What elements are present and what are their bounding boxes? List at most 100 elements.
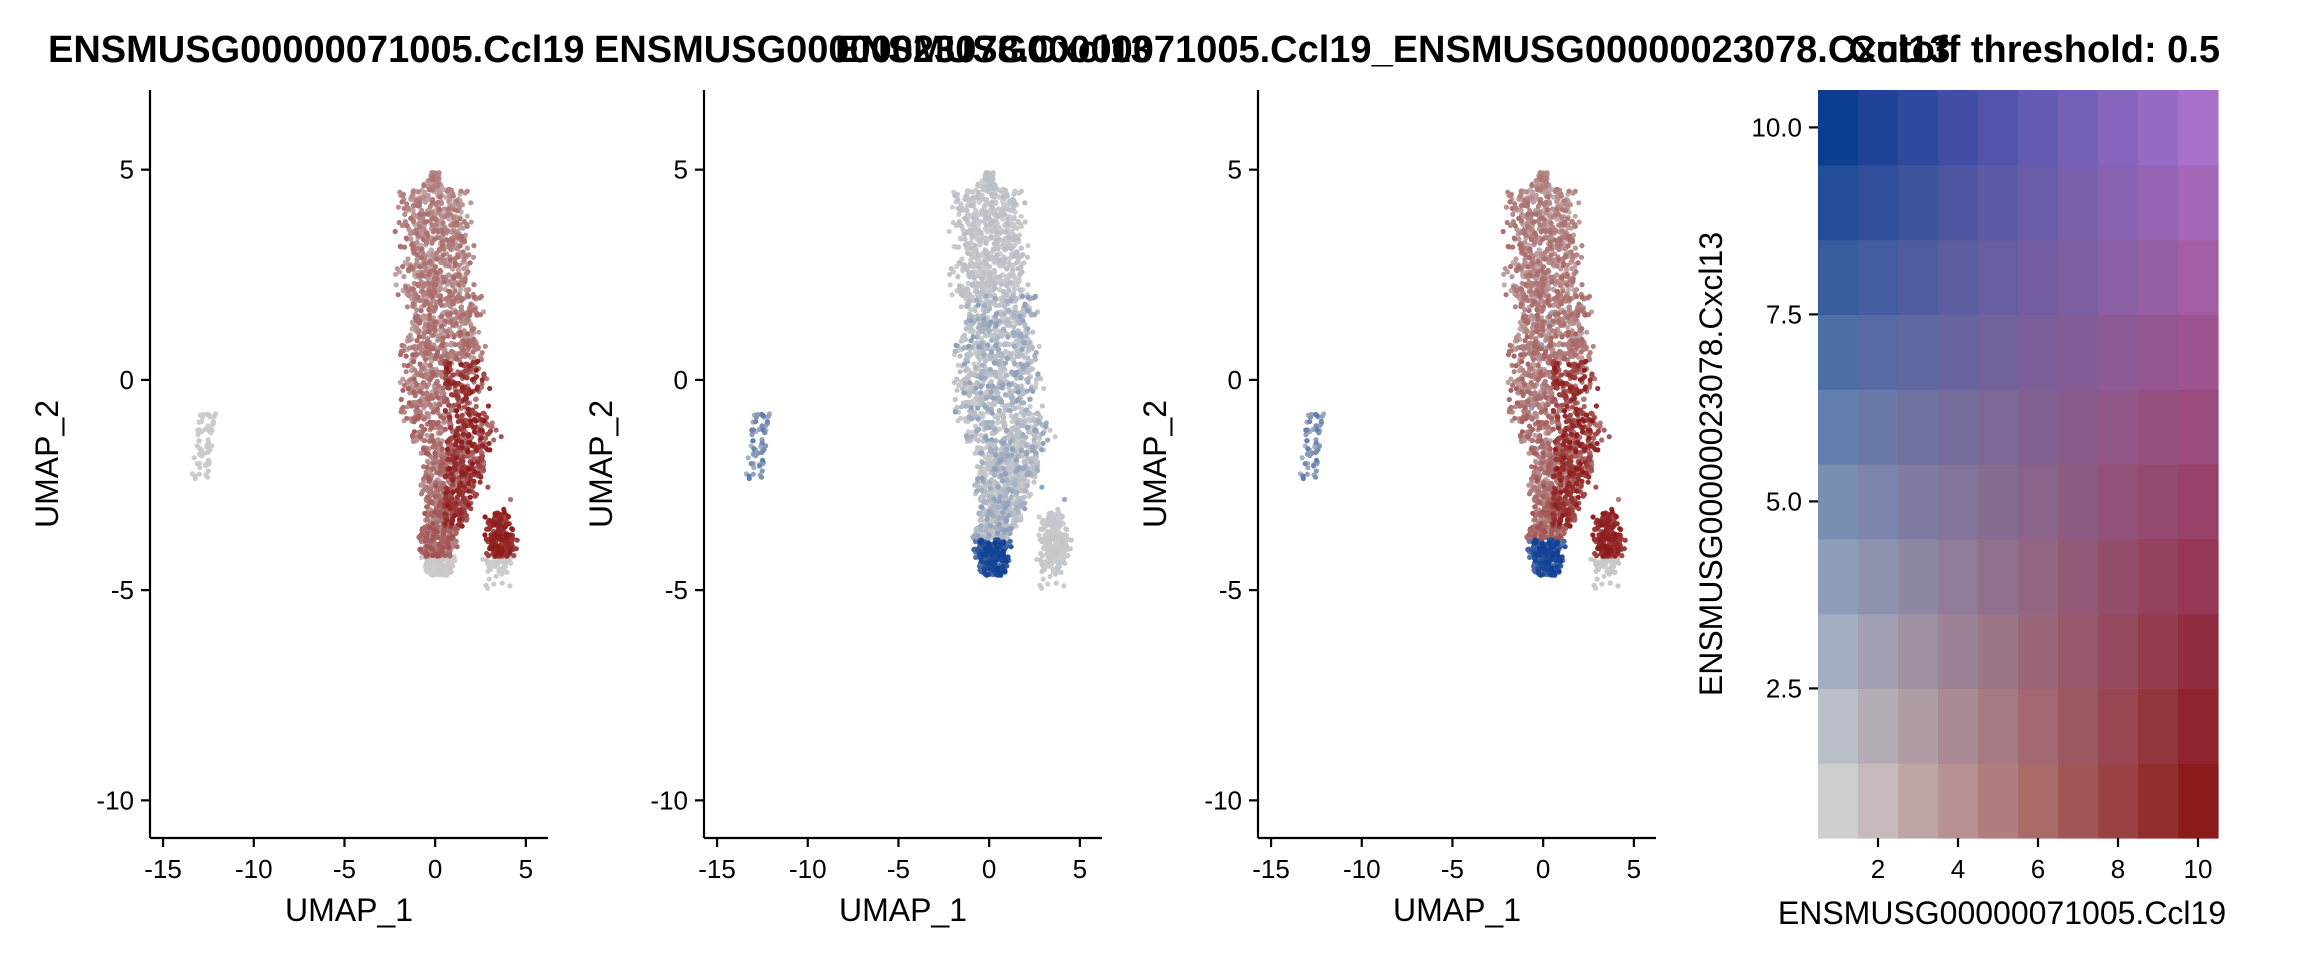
cell-point	[437, 402, 443, 408]
cell-point	[403, 353, 409, 359]
cell-point	[468, 301, 474, 307]
cell-point	[450, 242, 456, 248]
cell-point	[407, 265, 413, 271]
cell-point	[993, 211, 1000, 217]
cell-point	[459, 445, 465, 451]
cell-point	[465, 502, 472, 508]
cell-point	[458, 458, 465, 464]
cell-point	[416, 189, 422, 195]
cell-point	[465, 466, 471, 472]
cell-point	[478, 474, 484, 480]
cell-point	[1042, 537, 1048, 543]
cell-point	[422, 350, 428, 356]
cell-point	[981, 204, 988, 210]
cell-point	[432, 450, 438, 456]
cell-point	[413, 381, 420, 387]
cell-point	[410, 438, 417, 444]
cell-point	[456, 262, 462, 268]
cell-point	[447, 311, 453, 317]
cell-point	[195, 432, 201, 438]
cell-point	[430, 552, 436, 559]
cell-point	[403, 235, 409, 241]
cell-point	[429, 433, 435, 439]
cell-point	[437, 500, 443, 506]
cell-point	[434, 250, 440, 256]
cell-point	[464, 317, 470, 323]
cell-point	[434, 256, 440, 262]
cell-point	[452, 262, 458, 269]
cell-point	[427, 346, 433, 352]
cell-point	[473, 367, 479, 373]
cell-point	[202, 426, 208, 432]
cell-point	[1011, 324, 1017, 330]
cell-point	[424, 504, 430, 510]
cell-point	[980, 469, 987, 475]
cell-point	[432, 493, 438, 500]
cell-point	[496, 511, 503, 517]
cell-point	[998, 281, 1004, 287]
cell-point	[396, 219, 402, 226]
cell-point	[450, 477, 456, 483]
cell-point	[406, 337, 412, 343]
cell-point	[987, 273, 993, 280]
cell-point	[968, 245, 975, 251]
cell-point	[1055, 559, 1062, 565]
cell-point	[400, 387, 406, 393]
cell-point	[485, 403, 491, 409]
cell-point	[417, 434, 423, 440]
cell-point	[401, 205, 407, 211]
cell-point	[397, 352, 404, 358]
cell-point	[1045, 550, 1051, 556]
cell-point	[446, 544, 452, 551]
cell-point	[496, 547, 502, 553]
cell-point	[458, 297, 465, 303]
cell-point	[1031, 479, 1037, 485]
cell-point	[464, 188, 470, 194]
cell-point	[983, 215, 989, 221]
cell-point	[458, 372, 464, 378]
cell-point	[445, 212, 451, 218]
cell-point	[442, 318, 448, 324]
cell-point	[947, 282, 953, 288]
cell-point	[492, 511, 498, 517]
cell-point	[994, 229, 1000, 235]
cell-point	[451, 275, 457, 281]
cell-point	[429, 210, 435, 216]
cell-point	[497, 522, 503, 528]
cell-point	[400, 264, 406, 270]
cell-point	[479, 427, 485, 433]
cell-point	[961, 231, 967, 237]
cell-point	[448, 406, 454, 413]
cell-point	[449, 471, 455, 477]
cell-point	[1025, 282, 1031, 288]
cell-point	[442, 521, 448, 527]
cell-point	[443, 567, 449, 573]
cell-point	[479, 377, 485, 383]
cell-point	[467, 260, 473, 266]
cell-point	[405, 386, 411, 392]
cell-point	[1041, 385, 1047, 392]
cell-point	[492, 531, 498, 537]
cell-point	[482, 532, 488, 538]
cell-point	[467, 309, 473, 315]
cell-point	[430, 332, 436, 338]
cell-point	[446, 402, 452, 408]
cell-point	[474, 459, 480, 465]
cell-point	[467, 363, 473, 369]
cell-point	[402, 211, 408, 217]
cell-point	[491, 563, 497, 569]
cell-point	[422, 356, 429, 362]
cell-point	[983, 171, 989, 177]
cell-point	[438, 462, 444, 468]
cell-point	[422, 426, 428, 432]
cell-point	[445, 186, 451, 193]
cell-point	[449, 237, 456, 243]
cell-point	[420, 283, 427, 289]
cell-point	[492, 553, 498, 559]
cell-point	[1018, 188, 1024, 194]
cell-point	[466, 287, 472, 293]
cell-point	[425, 396, 431, 402]
cell-point	[406, 293, 412, 299]
cell-point	[458, 510, 464, 516]
